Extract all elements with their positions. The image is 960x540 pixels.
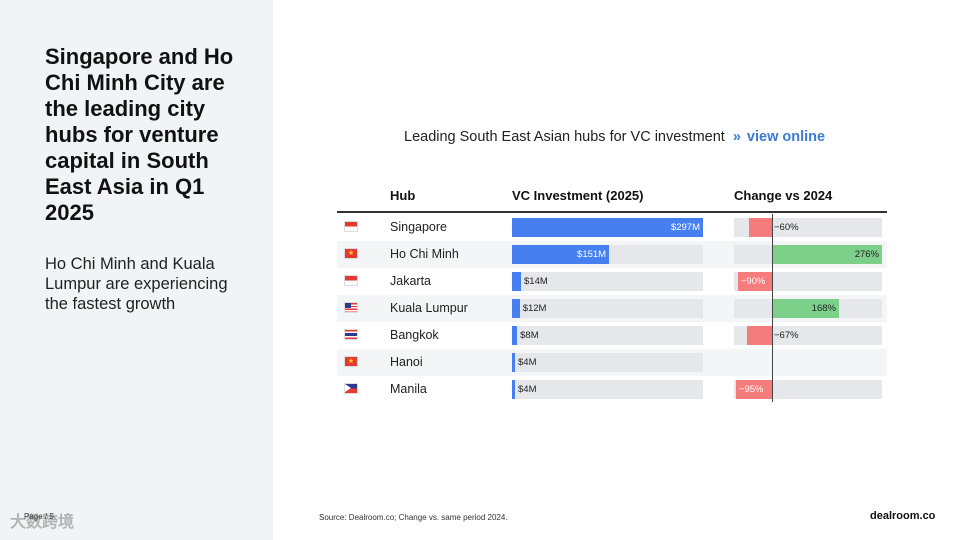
change-bar-track: 276% [734, 245, 882, 264]
hub-name: Hanoi [390, 355, 423, 369]
change-bar-track: −90% [734, 272, 882, 291]
vc-bar [512, 245, 610, 264]
vc-bar [512, 353, 515, 372]
vc-value-label: $297M [670, 222, 700, 233]
change-zero-line [772, 214, 773, 402]
view-online-link[interactable]: » view online [733, 129, 825, 145]
table-row: Manila $4M −95% [337, 376, 887, 403]
table-row: ★ Hanoi $4M [337, 349, 887, 376]
flag-triangle [345, 384, 351, 392]
table-row: Bangkok $8M −67% [337, 322, 887, 349]
change-value-label: −67% [774, 330, 799, 341]
slide-headline: Singapore and Ho Chi Minh City are the l… [45, 44, 234, 225]
vc-bar-track: $4M [512, 380, 703, 399]
watermark-text: 大数跨境 [10, 514, 75, 531]
flag-star: ★ [347, 358, 355, 365]
vc-value-label: $151M [577, 249, 607, 260]
flag-icon: ★ [344, 248, 358, 259]
flag-icon [344, 275, 358, 286]
chart-title-row: Leading South East Asian hubs for VC inv… [404, 129, 825, 145]
vc-value-label: $12M [522, 303, 547, 314]
header-divider [337, 211, 887, 213]
hub-name: Singapore [390, 220, 447, 234]
brand-logo: dealroom.co [870, 510, 936, 522]
change-value-label: −90% [740, 276, 766, 287]
change-value-label: −60% [774, 222, 799, 233]
vc-bar-track: $12M [512, 299, 703, 318]
slide-subtext: Ho Chi Minh and Kuala Lumpur are experie… [45, 255, 228, 313]
flag-star: ★ [347, 250, 355, 257]
change-value-label: 276% [854, 249, 879, 260]
vc-bar [512, 380, 515, 399]
vc-value-label: $4M [518, 357, 537, 368]
vc-value-label: $4M [518, 384, 537, 395]
change-bar-track: −60% [734, 218, 882, 237]
change-bar-track: −95% [734, 380, 882, 399]
change-bar [737, 272, 772, 291]
vc-value-label: $8M [520, 330, 539, 341]
change-bar [749, 218, 772, 237]
double-chevron-icon: » [732, 129, 741, 145]
vc-bar [512, 218, 703, 237]
flag-icon [344, 383, 358, 394]
column-header-vc-investment: VC Investment (2025) [512, 188, 644, 203]
column-header-hub: Hub [390, 188, 416, 203]
flag-icon [344, 329, 358, 340]
change-bar [772, 245, 882, 264]
vc-bar-track: $8M [512, 326, 703, 345]
page-number: Page / 5 [24, 512, 54, 521]
hub-name: Bangkok [390, 328, 439, 342]
vc-bar [512, 299, 520, 318]
change-value-label: −95% [738, 384, 764, 395]
change-value-label: 168% [811, 303, 836, 314]
hub-name: Ho Chi Minh [390, 247, 459, 261]
vc-bar-track: $151M [512, 245, 703, 264]
view-online-label: view online [746, 129, 826, 145]
change-bar [746, 326, 772, 345]
flag-canton [345, 303, 351, 308]
change-bar [772, 299, 839, 318]
change-bar [735, 380, 772, 399]
table-row: Jakarta $14M −90% [337, 268, 887, 295]
vc-bar-track: $4M [512, 353, 703, 372]
change-bar-track: 168% [734, 299, 882, 318]
left-panel [0, 0, 273, 540]
source-note: Source: Dealroom.co; Change vs. same per… [319, 513, 508, 522]
vc-bar-track: $14M [512, 272, 703, 291]
hub-name: Manila [390, 382, 427, 396]
flag-icon [344, 302, 358, 313]
vc-bar-track: $297M [512, 218, 703, 237]
vc-bar [512, 272, 521, 291]
table-row: Kuala Lumpur $12M 168% [337, 295, 887, 322]
hub-name: Jakarta [390, 274, 431, 288]
vc-value-label: $14M [524, 276, 548, 287]
change-bar-track: −67% [734, 326, 882, 345]
column-header-change: Change vs 2024 [734, 188, 833, 203]
vc-bar [512, 326, 518, 345]
table-row: Singapore $297M −60% [337, 214, 887, 241]
flag-icon [344, 221, 358, 232]
table-row: ★ Ho Chi Minh $151M 276% [337, 241, 887, 268]
hub-name: Kuala Lumpur [390, 301, 468, 315]
flag-icon: ★ [344, 356, 358, 367]
chart-title: Leading South East Asian hubs for VC inv… [404, 129, 725, 145]
